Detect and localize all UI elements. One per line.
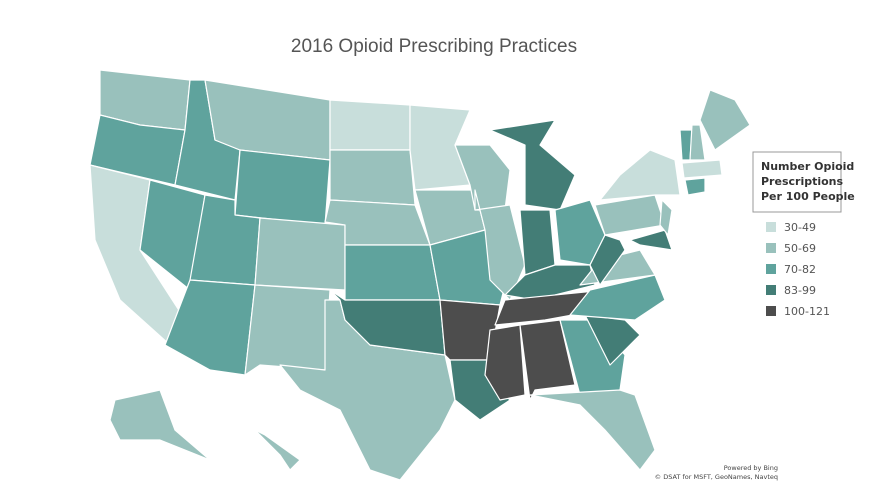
- legend-label: 70-82: [784, 263, 816, 276]
- legend-title: Per 100 People: [761, 190, 855, 203]
- state: [164, 279, 256, 376]
- map-title: 2016 Opioid Prescribing Practices: [291, 36, 577, 57]
- state: [344, 244, 441, 301]
- state: [329, 149, 416, 206]
- legend-label: 30-49: [784, 221, 816, 234]
- state: [569, 274, 666, 321]
- state: [109, 389, 211, 461]
- legend-box: [752, 151, 842, 213]
- state: [254, 217, 346, 291]
- legend-title: Prescriptions: [761, 175, 844, 188]
- state: [529, 389, 656, 471]
- state: [234, 149, 331, 226]
- state: [629, 229, 673, 251]
- state: [699, 89, 751, 151]
- state: [689, 124, 706, 161]
- legend: Number Opioid Prescriptions Per 100 People…: [761, 160, 855, 318]
- legend-label: 100-121: [784, 305, 830, 318]
- state: [594, 194, 666, 236]
- legend-swatch: [766, 264, 776, 274]
- state: [429, 229, 506, 306]
- state: [519, 319, 576, 401]
- states: [89, 69, 751, 481]
- attribution: Powered by Bing: [724, 464, 778, 472]
- legend-label: 50-69: [784, 242, 816, 255]
- state: [681, 159, 723, 179]
- state: [589, 234, 626, 286]
- attribution: © DSAT for MSFT, GeoNames, Navteq: [655, 473, 778, 481]
- legend-swatch: [766, 243, 776, 253]
- legend-swatch: [766, 222, 776, 232]
- state: [474, 189, 526, 301]
- state: [519, 209, 556, 276]
- state: [244, 284, 331, 376]
- state: [329, 99, 411, 151]
- state: [489, 119, 576, 211]
- state: [329, 289, 446, 356]
- state: [599, 149, 681, 201]
- legend-swatch: [766, 285, 776, 295]
- legend-label: 83-99: [784, 284, 816, 297]
- state: [684, 177, 706, 196]
- state: [659, 199, 673, 236]
- state: [254, 429, 301, 471]
- legend-swatch: [766, 306, 776, 316]
- state: [484, 324, 526, 401]
- legend-title: Number Opioid: [761, 160, 854, 173]
